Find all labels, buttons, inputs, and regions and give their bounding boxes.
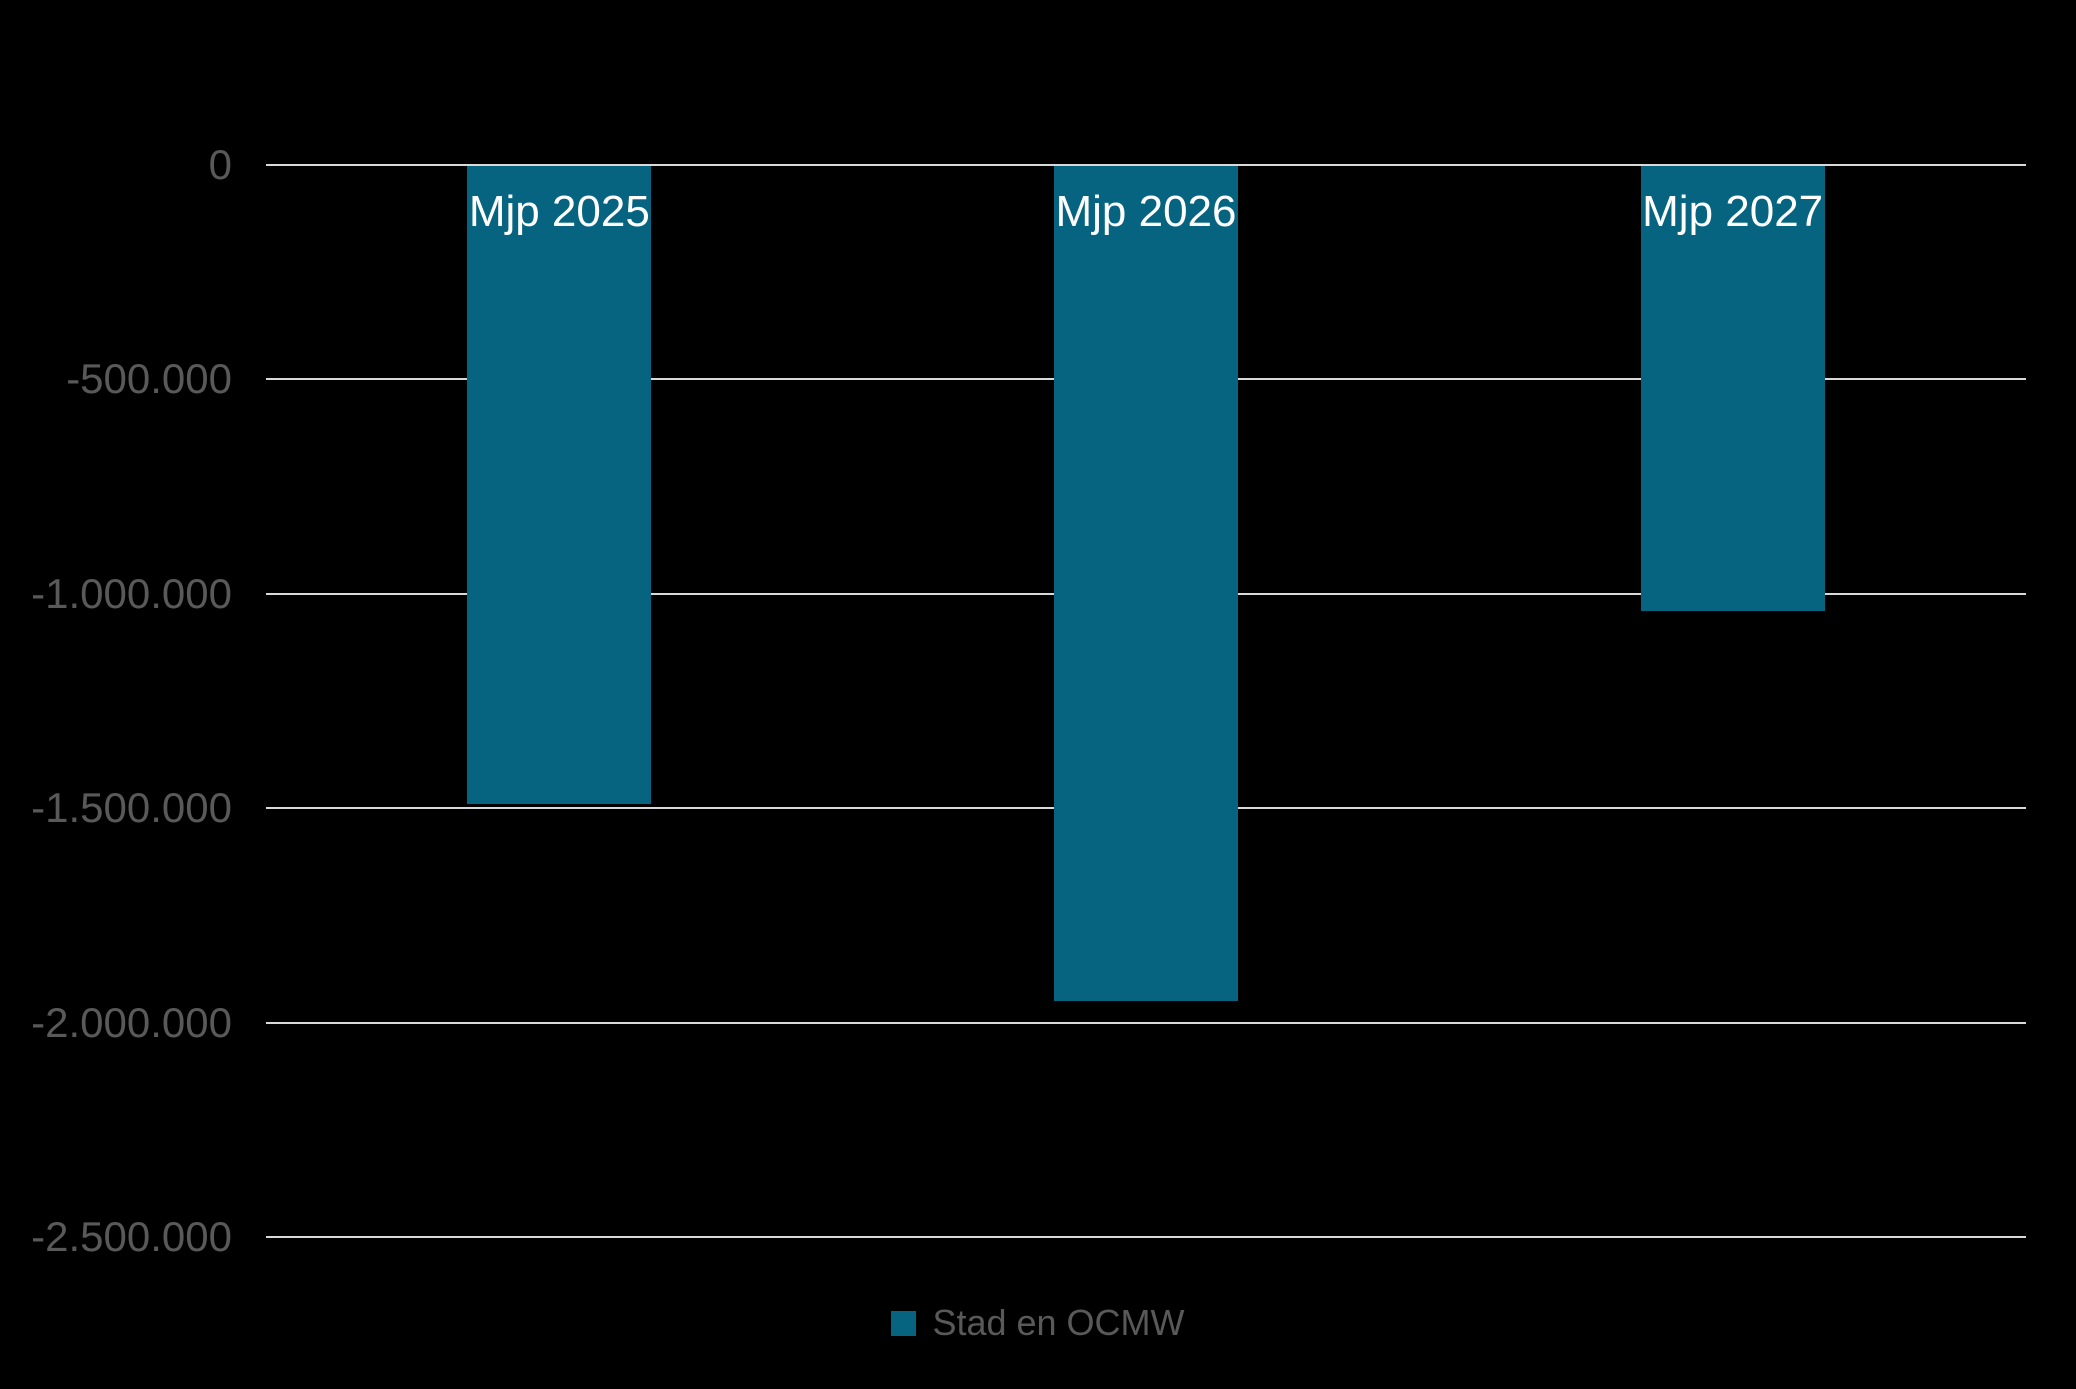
bar-label: Mjp 2027 bbox=[1642, 187, 1824, 236]
gridline bbox=[266, 164, 2026, 166]
bar-label: Mjp 2026 bbox=[1055, 187, 1237, 236]
legend: Stad en OCMW bbox=[0, 1298, 2076, 1348]
legend-swatch-icon bbox=[891, 1310, 917, 1336]
bar-mjp-2026: Mjp 2026 bbox=[1054, 166, 1238, 1002]
legend-label: Stad en OCMW bbox=[932, 1302, 1185, 1343]
y-axis-tick-label: -1.000.000 bbox=[31, 569, 232, 617]
y-axis-tick-label: -2.500.000 bbox=[31, 1213, 232, 1260]
y-axis-tick-label: -2.000.000 bbox=[31, 998, 232, 1046]
bar-mjp-2027: Mjp 2027 bbox=[1640, 166, 1825, 611]
bar-label: Mjp 2025 bbox=[468, 187, 650, 236]
bar-mjp-2025: Mjp 2025 bbox=[467, 166, 652, 804]
y-axis-tick-label: -1.500.000 bbox=[31, 784, 232, 832]
y-axis-tick-label: 0 bbox=[208, 141, 232, 188]
y-axis-tick-label: -500.000 bbox=[66, 355, 232, 403]
gridline bbox=[266, 1236, 2026, 1238]
gridline bbox=[266, 1021, 2026, 1024]
